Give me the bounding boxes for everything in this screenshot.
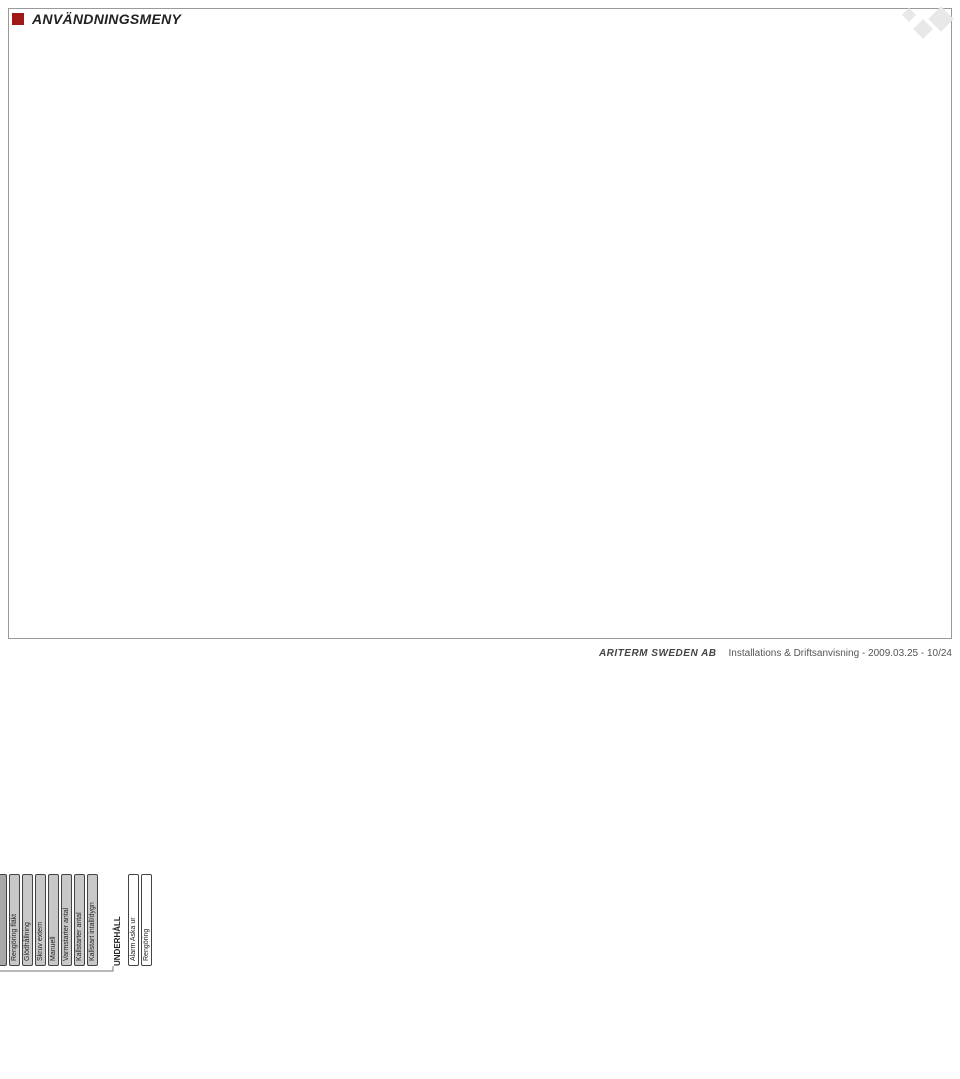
title-icon [12, 13, 24, 25]
page-title: ANVÄNDNINGSMENY [32, 11, 181, 27]
row-3: MENYER Service Drifttid Pelletslager Eff… [0, 477, 98, 1079]
col-underhall: UNDERHÅLL Alarm Aska ur Rengöring [112, 874, 152, 966]
effekt-item: Glödhållning [22, 874, 33, 966]
underhall-item: Alarm Aska ur [128, 874, 139, 966]
diagram: v071114 HUVUDMENY Temperatur Panna Rökga… [0, 477, 152, 1079]
footer-brand: ARITERM SWEDEN AB [599, 648, 717, 659]
effekt-item: Skruv extern [35, 874, 46, 966]
effekt-item: Kallstart intall/dygn [87, 874, 98, 966]
col-effekt: EFFEKT INST. Brännartyp Hög skruv Hög fl… [0, 874, 98, 966]
effekt-item: Kallstarter antal [74, 874, 85, 966]
footer: ARITERM SWEDEN AB Installations & Drifts… [8, 643, 952, 663]
bg-decor [882, 8, 952, 48]
effekt-item: Varmstarter antal [61, 874, 72, 966]
underhall-item: Rengöring [141, 874, 152, 966]
footer-text: Installations & Driftsanvisning - 2009.0… [729, 648, 952, 659]
effekt-item: Rengöring fläkt [9, 874, 20, 966]
diagram-container: v071114 HUVUDMENY Temperatur Panna Rökga… [0, 477, 485, 1079]
effekt-item [0, 874, 7, 966]
effekt-item: Manuell [48, 874, 59, 966]
row-4: UNDERHÅLL Alarm Aska ur Rengöring [112, 477, 152, 1079]
underhall-title: UNDERHÅLL [112, 874, 124, 966]
title-bar: ANVÄNDNINGSMENY [8, 8, 952, 30]
